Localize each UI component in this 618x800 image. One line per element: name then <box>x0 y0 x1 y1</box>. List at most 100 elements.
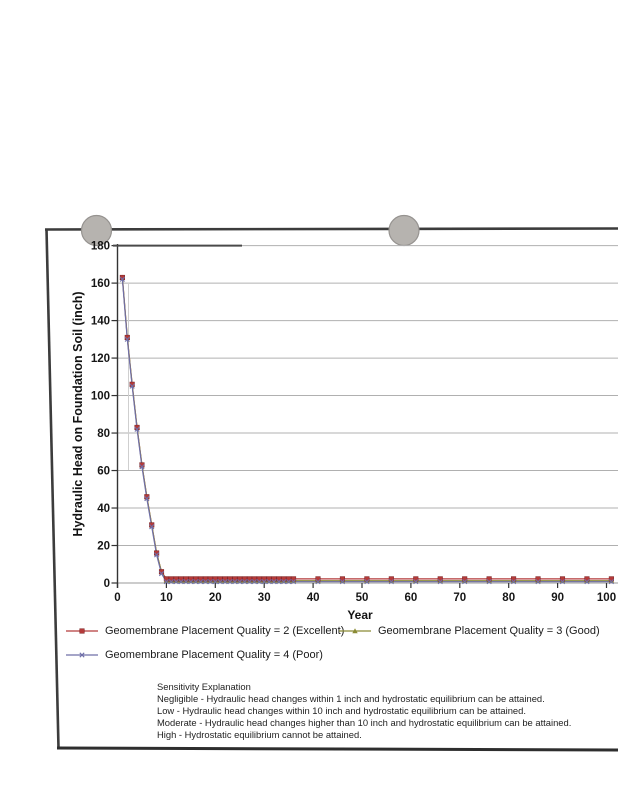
marker-x <box>198 579 204 585</box>
y-tick-label: 180 <box>91 241 110 253</box>
x-tick-label: 40 <box>307 592 320 604</box>
punch-hole-icon <box>80 214 113 247</box>
marker-x <box>462 579 468 585</box>
x-tick-label: 50 <box>356 592 369 604</box>
marker-x <box>286 579 292 585</box>
marker-x <box>261 579 267 585</box>
legend-label: Geomembrane Placement Quality = 3 (Good) <box>378 625 600 637</box>
marker-x <box>129 383 135 389</box>
marker-x <box>413 579 419 585</box>
marker-x <box>276 579 282 585</box>
x-tick-label: 100 <box>597 592 616 604</box>
page-frame <box>44 214 618 752</box>
y-tick-label: 160 <box>91 278 110 290</box>
x-tick-label: 70 <box>453 592 466 604</box>
y-tick-label: 140 <box>91 316 110 328</box>
marker-x <box>134 426 140 432</box>
marker-x <box>144 496 150 502</box>
page-bottom-border <box>56 746 618 752</box>
marker-x <box>281 579 287 585</box>
x-tick-label: 80 <box>502 592 515 604</box>
marker-x <box>535 579 541 585</box>
marker-x <box>124 336 130 342</box>
legend-label: Geomembrane Placement Quality = 2 (Excel… <box>105 625 345 637</box>
marker-x <box>178 579 184 585</box>
marker-x <box>608 579 614 585</box>
marker-x <box>188 579 194 585</box>
marker-x <box>217 579 223 585</box>
marker-x <box>246 579 253 585</box>
marker-x <box>315 579 321 585</box>
notes-line: High - Hydrostatic equilibrium cannot be… <box>157 729 362 740</box>
x-tick-label: 0 <box>114 592 120 604</box>
legend-item-quality-2: Geomembrane Placement Quality = 2 (Excel… <box>64 625 344 637</box>
marker-x <box>163 579 169 585</box>
marker-x <box>364 579 370 585</box>
x-tick-label: 60 <box>405 592 418 604</box>
x-tick-label: 90 <box>551 592 564 604</box>
marker-x <box>486 579 492 585</box>
marker-x <box>232 579 238 585</box>
marker-x <box>183 579 189 585</box>
x-tick-label: 10 <box>160 592 173 604</box>
marker-x <box>511 579 517 585</box>
page-left-border <box>45 228 60 749</box>
marker-x <box>158 571 165 577</box>
x-axis-title: Year <box>347 608 373 622</box>
marker-x <box>266 579 272 585</box>
punch-hole-icon <box>388 214 420 247</box>
chart-series <box>119 274 615 585</box>
legend-marker-square-icon <box>66 628 98 634</box>
legend-item-quality-4: Geomembrane Placement Quality = 4 (Poor) <box>64 649 323 661</box>
notes-line: Low - Hydraulic head changes within 10 i… <box>157 705 526 716</box>
sensitivity-explanation: Sensitivity Explanation Negligible - Hyd… <box>157 681 609 741</box>
series-line <box>121 277 612 582</box>
marker-x <box>212 579 218 585</box>
marker-square <box>79 628 85 634</box>
series-line <box>121 279 612 583</box>
notes-line: Moderate - Hydraulic head changes higher… <box>157 717 572 728</box>
marker-x <box>437 579 443 585</box>
marker-x <box>173 579 179 585</box>
notes-title: Sensitivity Explanation <box>157 681 251 692</box>
marker-x <box>149 524 155 530</box>
marker-x <box>168 579 174 585</box>
marker-x <box>202 579 209 585</box>
y-tick-label: 20 <box>97 541 110 553</box>
y-tick-label: 120 <box>91 353 110 365</box>
marker-x <box>79 652 85 658</box>
y-tick-label: 60 <box>97 466 110 478</box>
marker-x <box>559 579 566 585</box>
marker-x <box>256 579 262 585</box>
legend-marker-x-icon <box>66 652 98 658</box>
y-tick-label: 80 <box>97 428 110 440</box>
y-tick-label: 0 <box>104 578 110 590</box>
series-line <box>121 277 612 580</box>
legend-label: Geomembrane Placement Quality = 4 (Poor) <box>105 649 323 661</box>
x-tick-label: 30 <box>258 592 271 604</box>
notes-line: Negligible - Hydraulic head changes with… <box>157 693 545 704</box>
scan-artifacts <box>113 244 242 470</box>
chart-grid: 0 20 40 60 80 100 120 140 160 180 0 10 20 30 40 50 60 70 8… <box>91 241 618 604</box>
page-top-border <box>44 227 618 231</box>
y-axis-title: Hydraulic Head on Foundation Soil (inch) <box>71 291 85 537</box>
marker-x <box>237 579 243 585</box>
marker-x <box>271 579 277 585</box>
marker-x <box>119 276 125 282</box>
marker-x <box>227 579 233 585</box>
marker-x <box>339 579 346 585</box>
marker-x <box>139 464 145 470</box>
marker-x <box>154 552 160 558</box>
legend-marker-triangle-icon <box>339 628 371 634</box>
y-tick-label: 40 <box>97 503 110 515</box>
marker-x <box>207 579 213 585</box>
marker-x <box>584 579 590 585</box>
x-tick-label: 20 <box>209 592 222 604</box>
legend-item-quality-3: Geomembrane Placement Quality = 3 (Good) <box>337 625 600 637</box>
marker-x <box>388 579 394 585</box>
y-tick-label: 100 <box>91 391 110 403</box>
marker-x <box>222 579 228 585</box>
marker-x <box>193 579 199 585</box>
